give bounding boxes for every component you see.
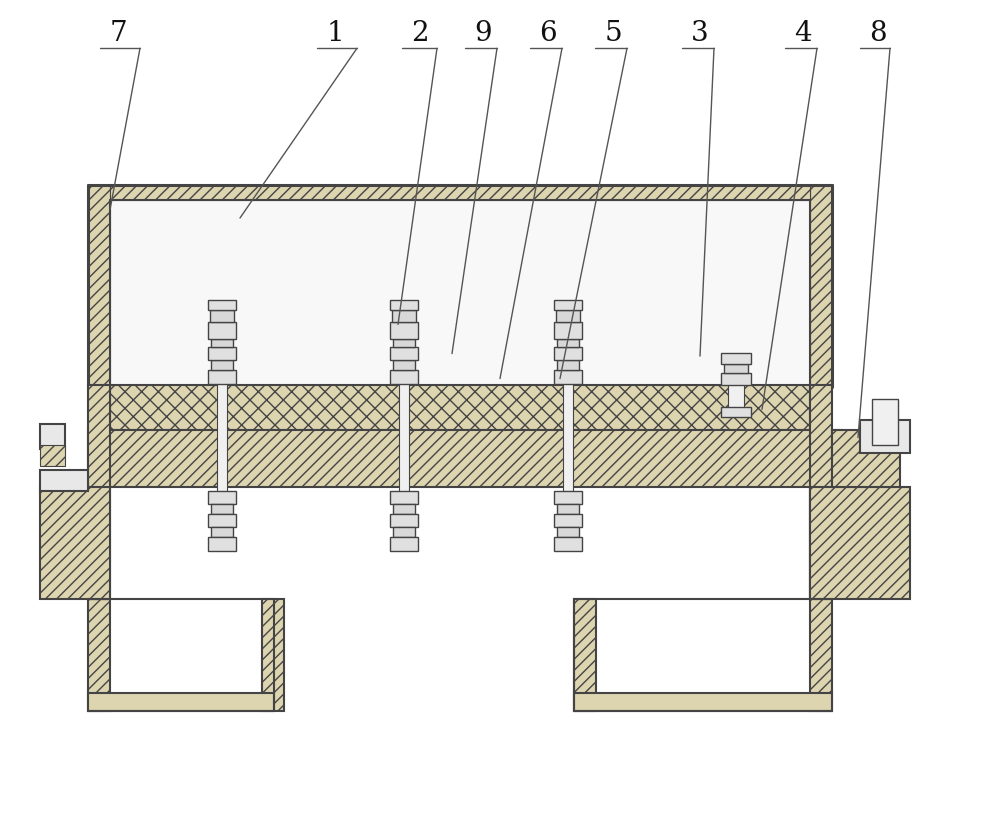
Bar	[88, 430, 842, 487]
Bar	[563, 377, 573, 541]
Bar	[390, 514, 418, 527]
Bar	[554, 491, 582, 504]
Bar	[832, 430, 900, 487]
Bar	[88, 599, 110, 711]
Bar	[208, 300, 236, 310]
Bar	[393, 504, 415, 514]
Bar	[211, 504, 233, 514]
Bar	[810, 185, 832, 387]
Bar	[208, 537, 236, 551]
Bar	[399, 377, 409, 541]
Bar	[210, 310, 234, 322]
Text: 8: 8	[869, 20, 887, 47]
Bar	[860, 420, 910, 453]
Bar	[40, 424, 65, 449]
Bar	[208, 370, 236, 384]
Bar	[40, 487, 110, 599]
Bar	[554, 514, 582, 527]
Bar	[88, 185, 110, 387]
Bar	[262, 599, 284, 711]
Bar	[554, 347, 582, 360]
Bar	[810, 185, 832, 387]
Text: 3: 3	[691, 20, 709, 47]
Bar	[390, 370, 418, 384]
Bar	[872, 399, 898, 445]
Text: 4: 4	[794, 20, 812, 47]
Bar	[554, 322, 582, 339]
Bar	[392, 310, 416, 322]
Text: 2: 2	[411, 20, 429, 47]
Bar	[574, 599, 596, 711]
Bar	[810, 487, 910, 599]
Bar	[88, 385, 110, 599]
Bar	[393, 527, 415, 537]
Bar	[211, 339, 233, 347]
Bar	[574, 599, 596, 711]
Bar	[110, 185, 810, 200]
Bar	[217, 377, 227, 541]
Bar	[724, 364, 748, 373]
Bar	[110, 385, 810, 430]
Bar	[810, 487, 910, 599]
Bar	[721, 373, 751, 385]
Text: 9: 9	[474, 20, 492, 47]
Bar	[393, 339, 415, 347]
Bar	[88, 385, 110, 599]
Bar	[110, 385, 810, 430]
Bar	[810, 385, 832, 599]
Bar	[554, 300, 582, 310]
Bar	[211, 527, 233, 537]
Bar	[40, 487, 110, 599]
Bar	[556, 310, 580, 322]
Bar	[110, 185, 810, 200]
Bar	[40, 445, 65, 466]
Text: 1: 1	[326, 20, 344, 47]
Bar	[574, 693, 832, 711]
Bar	[390, 322, 418, 339]
Bar	[88, 430, 842, 487]
Text: 5: 5	[604, 20, 622, 47]
Bar	[88, 185, 110, 387]
Bar	[88, 693, 274, 711]
Bar	[810, 487, 832, 711]
Bar	[208, 491, 236, 504]
Bar	[721, 353, 751, 364]
Bar	[557, 360, 579, 370]
Bar	[208, 514, 236, 527]
Bar	[810, 487, 832, 711]
Bar	[557, 339, 579, 347]
Bar	[557, 527, 579, 537]
Bar	[262, 599, 284, 711]
Bar	[832, 430, 900, 487]
Bar	[728, 359, 744, 417]
Bar	[390, 300, 418, 310]
Bar	[390, 491, 418, 504]
Text: 7: 7	[109, 20, 127, 47]
Text: 6: 6	[539, 20, 557, 47]
Bar	[208, 322, 236, 339]
Bar	[208, 347, 236, 360]
Bar	[554, 537, 582, 551]
Bar	[88, 599, 110, 711]
Bar	[393, 360, 415, 370]
Bar	[810, 385, 832, 599]
Bar	[390, 537, 418, 551]
Bar	[557, 504, 579, 514]
Bar	[211, 360, 233, 370]
Bar	[40, 470, 88, 491]
Bar	[110, 200, 810, 387]
Bar	[554, 370, 582, 384]
Bar	[721, 407, 751, 417]
Bar	[390, 347, 418, 360]
